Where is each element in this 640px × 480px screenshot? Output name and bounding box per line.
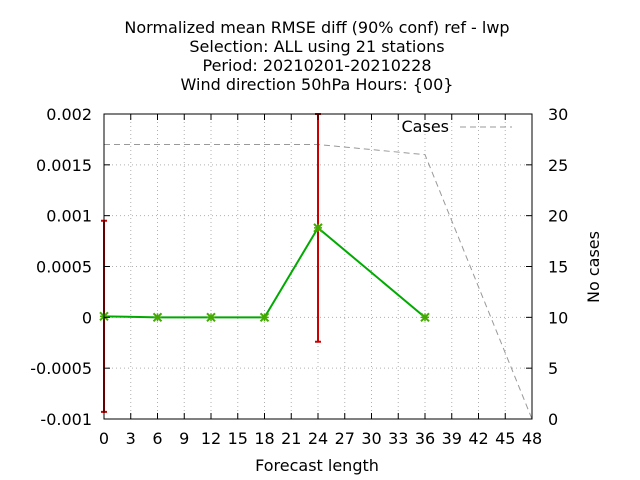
title-line-1: Normalized mean RMSE diff (90% conf) ref… (124, 18, 509, 37)
y2-axis-label: No cases (584, 231, 603, 303)
rmse-point (206, 312, 216, 323)
y-tick-label: -0.0005 (30, 359, 92, 378)
y-tick-label: 0.0005 (36, 258, 92, 277)
x-tick-label: 48 (522, 429, 542, 448)
y2-tick-label: 5 (548, 359, 558, 378)
x-tick-label: 36 (415, 429, 435, 448)
y2-tick-label: 0 (548, 410, 558, 429)
x-tick-label: 45 (495, 429, 515, 448)
x-tick-label: 39 (442, 429, 462, 448)
x-tick-label: 12 (201, 429, 221, 448)
y-tick-label: 0 (82, 308, 92, 327)
x-tick-label: 18 (254, 429, 274, 448)
cases-series (104, 144, 533, 420)
x-tick-label: 21 (281, 429, 301, 448)
chart-title: Normalized mean RMSE diff (90% conf) ref… (124, 18, 509, 94)
rmse-series (99, 223, 430, 323)
x-tick-label: 30 (361, 429, 381, 448)
title-line-3: Period: 20210201-20210228 (202, 56, 431, 75)
x-tick-label: 0 (99, 429, 109, 448)
x-tick-label: 27 (335, 429, 355, 448)
y-tick-label: 0.0015 (36, 156, 92, 175)
legend-label-cases: Cases (402, 117, 450, 136)
rmse-point (152, 312, 163, 323)
rmse-point (313, 223, 323, 233)
y2-tick-label: 10 (548, 308, 568, 327)
y-tick-label: 0.001 (46, 207, 92, 226)
title-line-4: Wind direction 50hPa Hours: {00} (181, 75, 454, 94)
y-tick-label: -0.001 (40, 410, 92, 429)
y-tick-label: 0.002 (46, 105, 92, 124)
rmse-point (259, 312, 270, 323)
x-tick-label: 24 (308, 429, 328, 448)
x-tick-label: 33 (388, 429, 408, 448)
axes: 0 3 6 9 12 15 18 21 24 27 30 33 36 39 42 45 48-0.001-0.0… (30, 105, 568, 448)
x-tick-label: 9 (179, 429, 189, 448)
x-tick-label: 6 (152, 429, 162, 448)
title-line-2: Selection: ALL using 21 stations (189, 37, 444, 56)
rmse-point (420, 312, 430, 323)
y2-tick-label: 15 (548, 258, 568, 277)
grid (104, 114, 532, 419)
y2-tick-label: 20 (548, 207, 568, 226)
cases-line (104, 144, 533, 420)
rmse-line (103, 226, 426, 319)
x-axis-label: Forecast length (255, 456, 379, 475)
x-tick-label: 3 (126, 429, 136, 448)
y2-tick-label: 25 (548, 156, 568, 175)
x-tick-label: 42 (468, 429, 488, 448)
legend: Cases (402, 117, 512, 136)
y2-tick-label: 30 (548, 105, 568, 124)
x-tick-label: 15 (228, 429, 248, 448)
